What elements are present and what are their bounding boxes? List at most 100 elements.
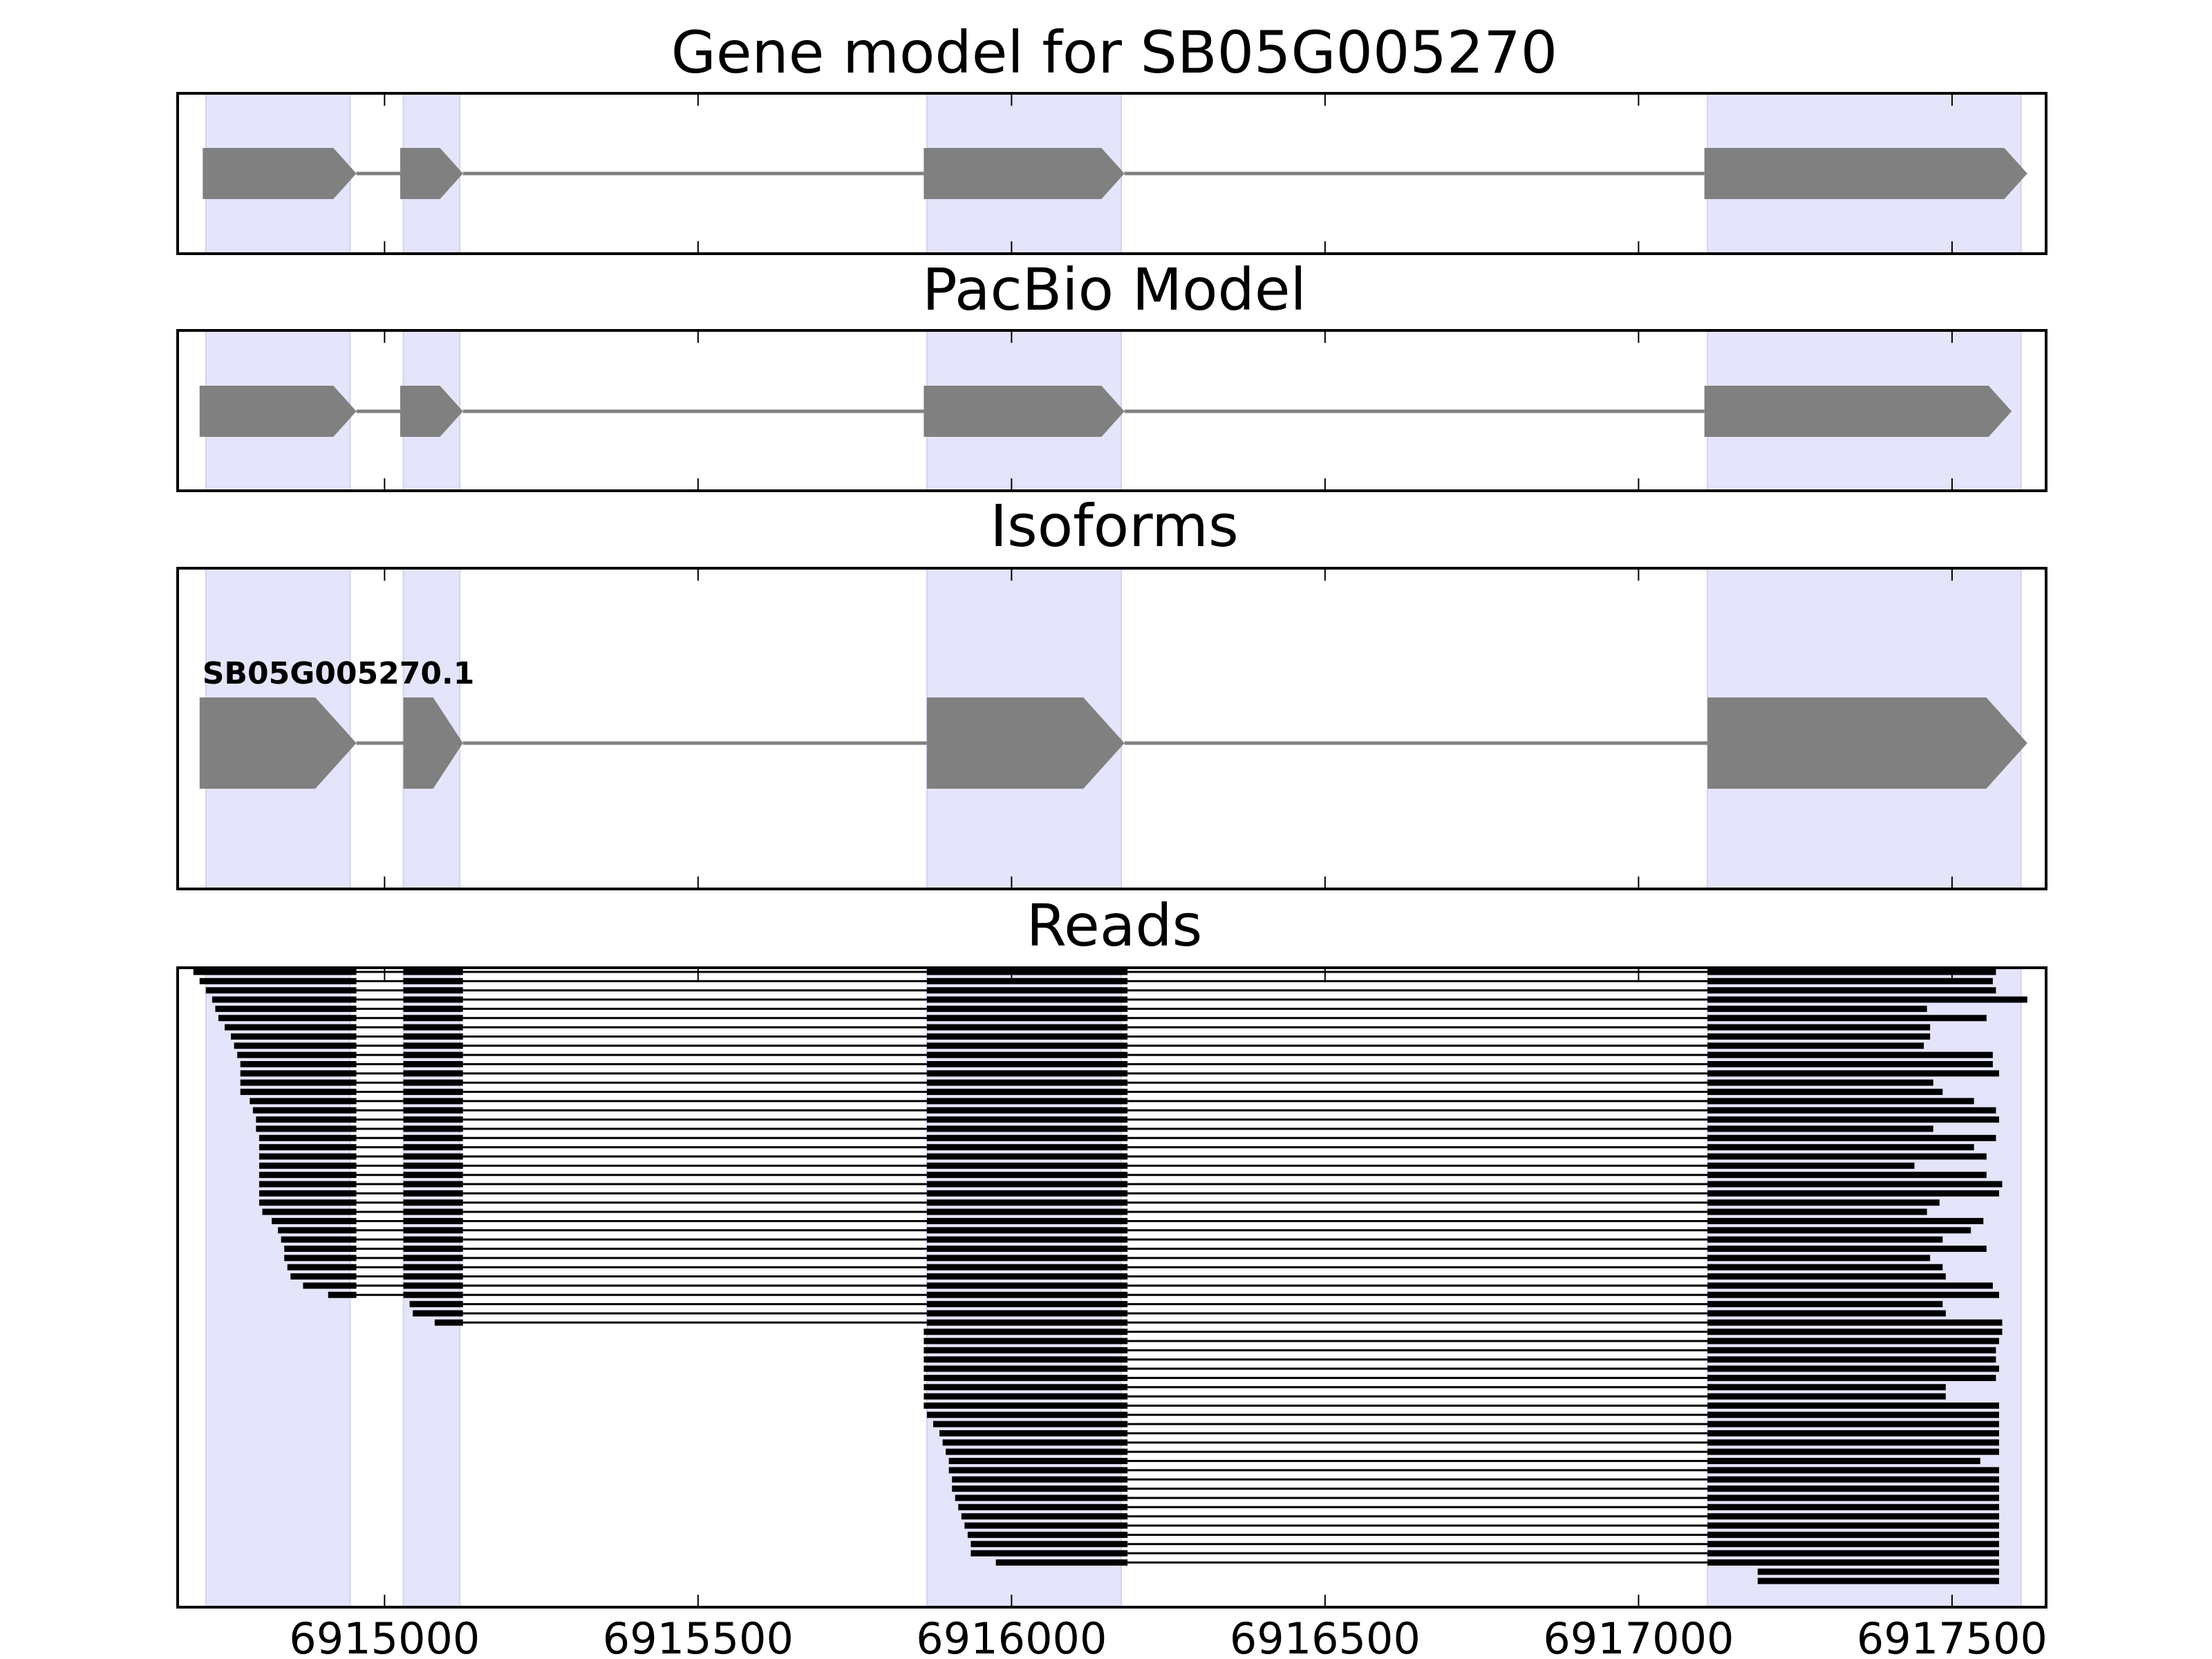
read-block (961, 1513, 1128, 1520)
read-block (1707, 1051, 1993, 1058)
read-block (1707, 1329, 2003, 1335)
exon-block (199, 697, 357, 789)
x-axis-tick-labels: 6915000 6915500 6916000 6916500 6917000 69175… (289, 1613, 2047, 1659)
read-block (948, 1458, 1128, 1465)
read-block (403, 1282, 463, 1289)
read-block (403, 1144, 463, 1151)
read-block (1707, 1190, 1999, 1197)
read-block (403, 977, 463, 984)
read-block (1707, 1550, 1999, 1557)
read-block (1707, 1125, 1933, 1132)
read-block (1707, 1412, 1999, 1418)
read-block (926, 968, 1128, 975)
read-block (926, 1264, 1128, 1271)
read-block (926, 1024, 1128, 1031)
read-block (1757, 1577, 1999, 1584)
read-block (1707, 1541, 1999, 1548)
read-block (926, 996, 1128, 1003)
exon-block (1707, 697, 2027, 789)
read-block (1707, 1079, 1933, 1086)
read-block (237, 1051, 357, 1058)
read-block (958, 1503, 1128, 1510)
read-block (942, 1439, 1128, 1446)
read-block (1707, 1448, 1999, 1455)
read-block (1707, 1522, 1999, 1529)
read-block (926, 1144, 1128, 1151)
read-block (995, 1559, 1128, 1566)
read-block (1707, 1144, 1974, 1151)
read-block (1707, 1107, 1996, 1114)
read-block (1707, 1421, 1999, 1427)
read-block (1707, 1347, 1996, 1353)
panel-frame (176, 966, 2047, 1609)
read-block (403, 1273, 463, 1280)
read-block (926, 1291, 1128, 1298)
read-block (971, 1550, 1128, 1557)
read-block (1707, 968, 1996, 975)
read-block (403, 1264, 463, 1271)
x-tick-label: 6917000 (1543, 1613, 1734, 1659)
read-block (926, 1172, 1128, 1179)
read-block (403, 1153, 463, 1160)
read-block (1707, 1531, 1999, 1538)
read-block (926, 1181, 1128, 1188)
read-block (403, 1033, 463, 1040)
read-block (926, 1079, 1128, 1086)
read-block (926, 1310, 1128, 1317)
read-block (955, 1494, 1128, 1501)
read-block (1707, 1485, 1999, 1492)
read-block (1707, 1458, 1980, 1465)
read-block (924, 1365, 1128, 1372)
read-block (1707, 1098, 1974, 1105)
read-block (1707, 987, 1996, 994)
read-block (1707, 1513, 1999, 1520)
read-block (1707, 1236, 1943, 1243)
read-block (403, 1098, 463, 1105)
read-block (1707, 1430, 1999, 1436)
read-block (403, 1227, 463, 1234)
panel-title-gene-model: Gene model for SB05G005270 (671, 19, 1557, 86)
read-block (259, 1144, 357, 1151)
read-block (1707, 1217, 1984, 1224)
reads-panel (176, 966, 2047, 1609)
read-block (409, 1301, 463, 1308)
read-block (1707, 1439, 1999, 1446)
panel-frame (176, 329, 2047, 492)
read-block (403, 1125, 463, 1132)
read-block (971, 1541, 1128, 1548)
read-block (199, 977, 357, 984)
read-block (205, 987, 357, 994)
read-block (1707, 1365, 1999, 1372)
read-block (926, 1005, 1128, 1012)
isoform-label: SB05G005270.1 (203, 656, 475, 691)
read-block (1707, 1227, 1971, 1234)
read-block (259, 1181, 357, 1188)
read-block (926, 1061, 1128, 1067)
exon-block (926, 697, 1125, 789)
read-block (926, 1282, 1128, 1289)
isoforms-panel: SB05G005270.1 (176, 567, 2047, 890)
read-block (926, 1153, 1128, 1160)
read-block (1707, 1153, 1987, 1160)
read-block (926, 1227, 1128, 1234)
read-block (240, 1079, 357, 1086)
read-block (403, 996, 463, 1003)
read-block (1707, 996, 2027, 1003)
read-block (924, 1347, 1128, 1353)
read-block (403, 1199, 463, 1206)
read-block (403, 1051, 463, 1058)
read-block (939, 1430, 1128, 1436)
read-block (215, 1005, 357, 1012)
read-block (1707, 1301, 1943, 1308)
read-block (926, 1301, 1128, 1308)
read-block (964, 1522, 1128, 1529)
read-block (924, 1338, 1128, 1344)
read-block (1707, 1282, 1993, 1289)
x-tick-label: 6916500 (1230, 1613, 1421, 1659)
read-block (272, 1217, 357, 1224)
read-block (1707, 1042, 1924, 1049)
read-block (1707, 1374, 1996, 1381)
read-block (403, 987, 463, 994)
exon-block (924, 148, 1125, 199)
x-tick-label: 6917500 (1857, 1613, 2047, 1659)
